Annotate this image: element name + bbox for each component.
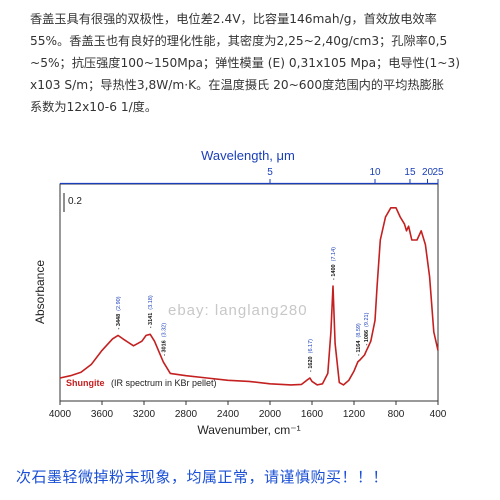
peak-label: - 1400 (7.14) (331, 247, 337, 280)
legend: Shungite (IR spectrum in KBr pellet) (66, 378, 217, 388)
bottom-tick-label: 2000 (259, 409, 282, 420)
peak-labels: - 3448 (2.90) - 3141 (3.18) - 3016 (3.32) - 16… (116, 247, 370, 372)
peak-wavenumber: - 3016 (161, 340, 167, 356)
peak-wavenumber: - 3141 (148, 313, 154, 329)
peak-wavelength: (8.59) (356, 323, 362, 338)
ir-spectrum-chart: Wavelength, μm 0.2 Absorbance Wavenumber… (33, 148, 447, 437)
peak-wavelength: (9.21) (364, 312, 370, 327)
top-tick-label: 15 (404, 167, 416, 178)
description-line: x103 S/m；导热性3,8W/m·K。在温度摄氏 20~600度范围内的平均… (30, 78, 444, 92)
peak-wavelength: (3.18) (148, 295, 154, 310)
description-line: ~5%；抗压强度100~150Mpa；弹性模量 (E) 0,31x105 Mpa… (30, 56, 461, 70)
peak-label: - 1086 (9.21) (364, 312, 370, 345)
top-tick-label: 10 (369, 167, 381, 178)
description-line: 系数为12x10-6 1/度。 (30, 100, 158, 114)
top-tick-label: 25 (432, 167, 444, 178)
bottom-tick-label: 1600 (301, 409, 324, 420)
description-text: 香盖玉具有很强的双极性，电位差2.4V，比容量146mah/g，首效放电效率 5… (30, 8, 480, 118)
legend-note: (IR spectrum in KBr pellet) (111, 378, 217, 388)
description-line: 55%。香盖玉也有良好的理化性能，其密度为2,25~2,40g/cm3；孔隙率0… (30, 34, 448, 48)
peak-wavelength: (2.90) (116, 296, 122, 311)
bottom-tick-label: 3600 (91, 409, 114, 420)
series-line (59, 207, 439, 386)
peak-label: - 1620 (6.17) (308, 339, 314, 372)
bottom-tick-label: 4000 (49, 409, 72, 420)
series-layer (59, 207, 439, 386)
peak-label: - 3141 (3.18) (148, 295, 154, 328)
watermark-text: ebay: langlang280 (168, 302, 308, 319)
peak-wavenumber: - 3448 (116, 314, 122, 330)
peak-wavenumber: - 1400 (331, 264, 337, 280)
peak-wavelength: (7.14) (331, 247, 337, 262)
peak-wavelength: (6.17) (308, 339, 314, 354)
top-tick-label: 5 (267, 167, 273, 178)
peak-wavenumber: - 1620 (308, 356, 314, 372)
bottom-tick-label: 3200 (133, 409, 156, 420)
bottom-axis-ticks: 4000 3600 3200 2800 2400 2000 1600 1200 800 400 (49, 401, 447, 420)
scale-bar-label: 0.2 (68, 196, 82, 207)
bottom-tick-label: 2800 (175, 409, 198, 420)
y-axis-label: Absorbance (33, 260, 47, 324)
top-tick-label: 20 (422, 167, 434, 178)
bottom-tick-label: 400 (430, 409, 447, 420)
peak-label: - 1164 (8.59) (356, 323, 362, 356)
peak-wavenumber: - 1086 (364, 330, 370, 346)
description-line: 香盖玉具有很强的双极性，电位差2.4V，比容量146mah/g，首效放电效率 (30, 12, 437, 26)
peak-label: - 3448 (2.90) (116, 296, 122, 329)
top-axis-ticks: 5 10 15 20 25 (60, 167, 444, 185)
peak-label: - 3016 (3.32) (161, 323, 167, 356)
bottom-tick-label: 1200 (343, 409, 366, 420)
x-axis-label: Wavenumber, cm⁻¹ (197, 423, 300, 437)
footer-warning: 次石墨轻微掉粉末现象，均属正常，请谨慎购买！！！ (16, 468, 389, 486)
peak-wavelength: (3.32) (161, 323, 167, 338)
bottom-tick-label: 800 (388, 409, 405, 420)
bottom-tick-label: 2400 (217, 409, 240, 420)
peak-wavenumber: - 1164 (356, 340, 362, 356)
plot-frame (59, 183, 439, 402)
top-axis-label: Wavelength, μm (201, 148, 295, 163)
legend-series-name: Shungite (66, 378, 105, 388)
